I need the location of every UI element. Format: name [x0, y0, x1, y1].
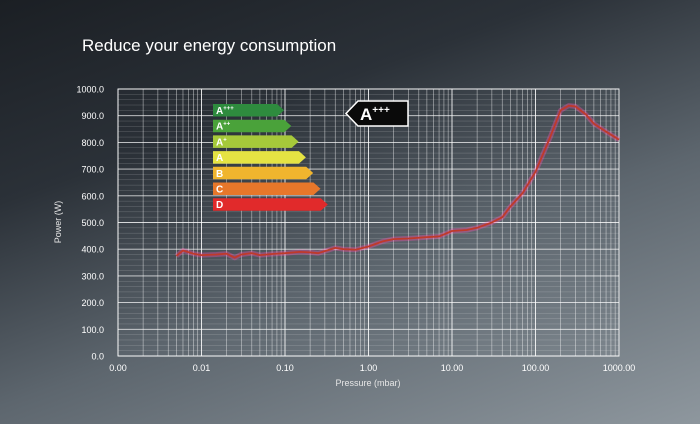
y-axis-label: Power (W) [53, 200, 63, 244]
energy-class-label: A+ [216, 137, 227, 148]
y-tick-label: 200.0 [81, 298, 104, 308]
energy-class-bar [213, 198, 328, 211]
energy-class-bar [213, 182, 321, 195]
y-tick-label: 400.0 [81, 245, 104, 255]
x-tick-label: 0.01 [193, 363, 211, 373]
x-tick-label: 0.00 [109, 363, 127, 373]
y-tick-label: 600.0 [81, 191, 104, 201]
y-tick-label: 800.0 [81, 138, 104, 148]
energy-class-label: A+++ [216, 106, 234, 117]
x-tick-label: 1.00 [360, 363, 378, 373]
y-tick-label: 0.0 [91, 352, 104, 362]
x-axis-label: Pressure (mbar) [335, 378, 401, 388]
energy-class-superscript: + [223, 137, 227, 143]
energy-class-label: A [216, 153, 223, 164]
y-tick-label: 1000.0 [76, 85, 104, 95]
grid-layer [117, 88, 620, 357]
energy-class-superscript: ++ [223, 122, 231, 128]
series-layer [174, 103, 621, 261]
energy-class-arrow: A [213, 151, 306, 164]
energy-class-bar [213, 135, 299, 148]
x-tick-label: 0.10 [276, 363, 294, 373]
energy-class-label: C [216, 185, 223, 196]
chart-title: Reduce your energy consumption [82, 36, 337, 55]
y-tick-label: 100.0 [81, 325, 104, 335]
y-tick-label: 500.0 [81, 218, 104, 228]
rating-badge-superscript: +++ [372, 105, 390, 116]
y-tick-label: 900.0 [81, 111, 104, 121]
energy-class-label: A++ [216, 122, 231, 133]
energy-rating-badge: A+++ [344, 100, 409, 127]
energy-class-arrow: A+ [213, 135, 299, 148]
energy-class-arrow: D [213, 198, 328, 211]
series-line [175, 104, 620, 259]
rating-badge-shape [344, 100, 409, 127]
energy-class-bar [213, 119, 292, 133]
energy-class-bar [213, 151, 306, 164]
x-tick-label: 10.00 [441, 363, 464, 373]
energy-class-bar [213, 104, 284, 117]
x-tick-label: 1000.00 [603, 363, 636, 373]
y-tick-label: 300.0 [81, 271, 104, 281]
energy-class-label: D [216, 200, 223, 211]
energy-class-bar [213, 166, 314, 180]
energy-class-arrow: A+++ [213, 104, 284, 117]
x-tick-labels: 0.00 0.01 0.10 1.00 10.00 100.00 1000.00 [109, 363, 635, 373]
energy-class-superscript: +++ [223, 106, 234, 112]
energy-class-label: B [216, 169, 223, 180]
x-tick-label: 100.00 [522, 363, 550, 373]
y-tick-labels: 0.0 100.0 200.0 300.0 400.0 500.0 600.0 700.0 80… [76, 85, 104, 362]
energy-class-arrow: C [213, 182, 321, 196]
energy-class-arrow: A++ [213, 119, 292, 133]
y-tick-label: 700.0 [81, 165, 104, 175]
energy-class-arrow: B [213, 166, 314, 180]
